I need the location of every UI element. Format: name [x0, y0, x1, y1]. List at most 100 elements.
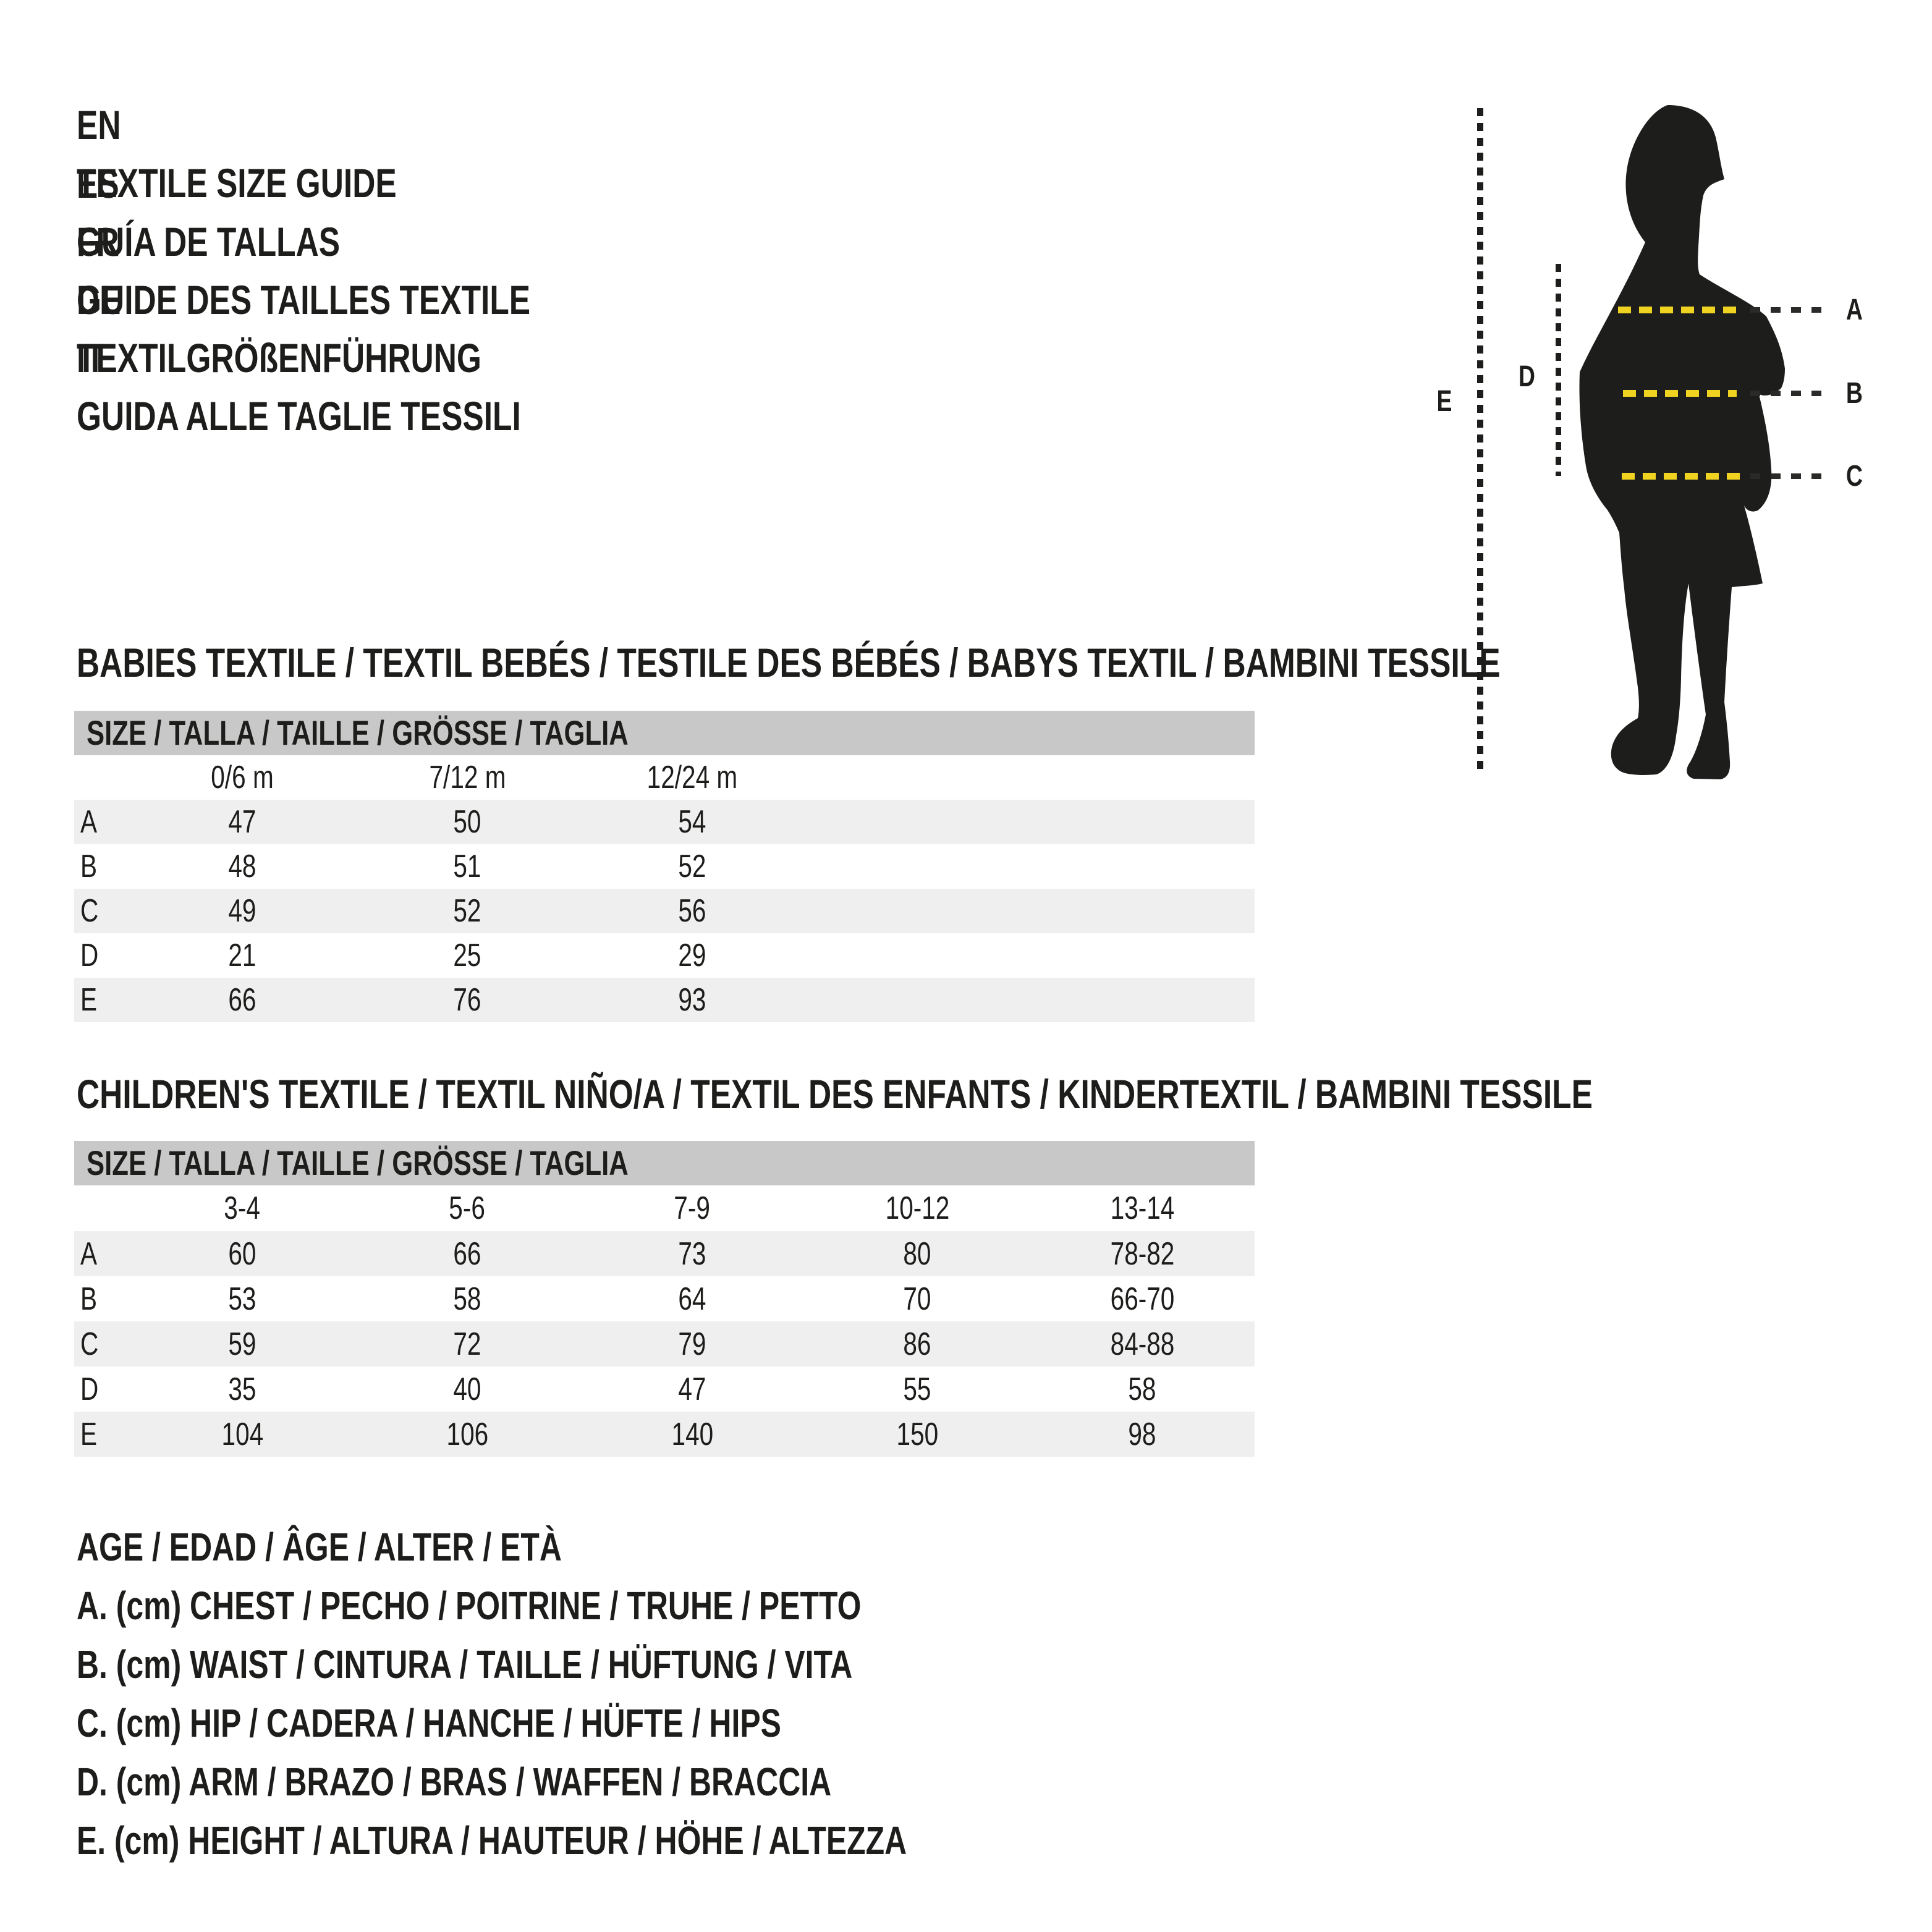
- babies-heading: BABIES TEXTILE / TEXTIL BEBÉS / TESTILE …: [77, 642, 1902, 683]
- table-cell: 98: [1030, 1416, 1255, 1453]
- measure-label-d: D: [1504, 362, 1549, 392]
- table-row: A 60 66 73 80 78-82: [74, 1231, 1255, 1276]
- row-label: C: [74, 1326, 130, 1363]
- table-cell: 66: [355, 1235, 580, 1273]
- cell-value: 79: [678, 1326, 706, 1362]
- cell-value: 49: [228, 893, 256, 929]
- children-column-header-row: 3-4 5-6 7-9 10-12 13-14: [74, 1185, 1255, 1231]
- column-header: 7/12 m: [355, 759, 580, 796]
- measure-label-c-text: C: [1845, 460, 1863, 493]
- cell-value: 29: [678, 938, 706, 973]
- table-cell: 58: [1030, 1371, 1255, 1408]
- cell-value: 78-82: [1110, 1235, 1174, 1272]
- measure-label-d-text: D: [1518, 360, 1535, 393]
- column-header-text: 7-9: [674, 1190, 711, 1226]
- cell-value: 25: [453, 938, 481, 973]
- table-row: C 49 52 56: [74, 889, 1255, 933]
- cell-value: 58: [453, 1281, 481, 1317]
- table-row: B 48 51 52: [74, 844, 1255, 889]
- table-cell: 21: [130, 937, 355, 974]
- babies-size-header-text: SIZE / TALLA / TAILLE / GRÖSSE / TAGLIA: [87, 713, 629, 752]
- measure-label-a-text: A: [1845, 294, 1863, 326]
- cell-value: 64: [678, 1281, 706, 1317]
- table-cell: 49: [130, 892, 355, 930]
- cell-value: 40: [453, 1371, 481, 1407]
- cell-value: 72: [453, 1326, 481, 1362]
- legend-text: E. (cm) HEIGHT / ALTURA / HAUTEUR / HÖHE…: [77, 1818, 907, 1863]
- cell-value: 47: [228, 804, 256, 840]
- row-label: B: [74, 848, 130, 885]
- table-row: E 104 106 140 150 98: [74, 1412, 1255, 1457]
- table-cell: 93: [580, 981, 805, 1019]
- cell-value: 60: [228, 1235, 256, 1272]
- column-header: 10-12: [805, 1190, 1030, 1227]
- table-cell: 72: [355, 1326, 580, 1363]
- chest-a-line-yellow: [1618, 307, 1743, 313]
- table-row: D 21 25 29: [74, 933, 1255, 978]
- row-label-text: B: [80, 849, 98, 884]
- legend-line-arm: D. (cm) ARM / BRAZO / BRAS / WAFFEN / BR…: [77, 1761, 1044, 1802]
- cell-value: 47: [678, 1371, 706, 1407]
- legend-text: C. (cm) HIP / CADERA / HANCHE / HÜFTE / …: [77, 1701, 781, 1745]
- table-cell: 78-82: [1030, 1235, 1255, 1273]
- legend-line-chest: A. (cm) CHEST / PECHO / POITRINE / TRUHE…: [77, 1585, 1082, 1626]
- cell-value: 80: [903, 1235, 931, 1272]
- cell-value: 93: [678, 982, 706, 1018]
- table-cell: 70: [805, 1281, 1030, 1318]
- column-header-text: 10-12: [885, 1190, 949, 1226]
- column-header: 5-6: [355, 1190, 580, 1227]
- waist-b-line-yellow: [1623, 390, 1737, 397]
- table-cell: 56: [580, 892, 805, 930]
- table-cell: 84-88: [1030, 1326, 1255, 1363]
- language-code: EN: [77, 102, 121, 148]
- cell-value: 51: [453, 849, 481, 884]
- table-cell: 76: [355, 981, 580, 1019]
- row-label: D: [74, 1371, 130, 1408]
- cell-value: 66: [228, 982, 256, 1018]
- language-row-fr: FR GUIDE DES TAILLES TEXTILE: [77, 213, 658, 323]
- table-cell: 104: [130, 1416, 355, 1453]
- legend-line-waist: B. (cm) WAIST / CINTURA / TAILLE / HÜFTU…: [77, 1644, 1071, 1685]
- cell-value: 52: [453, 893, 481, 929]
- table-cell: 52: [580, 848, 805, 885]
- legend-line-height: E. (cm) HEIGHT / ALTURA / HAUTEUR / HÖHE…: [77, 1820, 1141, 1861]
- table-cell: 79: [580, 1326, 805, 1363]
- cell-value: 58: [1128, 1371, 1156, 1407]
- table-cell: 66: [130, 981, 355, 1019]
- child-silhouette-icon: [1579, 105, 1785, 779]
- children-heading-text: CHILDREN'S TEXTILE / TEXTIL NIÑO/A / TEX…: [77, 1071, 1593, 1117]
- table-cell: 40: [355, 1371, 580, 1408]
- row-label: D: [74, 937, 130, 974]
- legend-text: A. (cm) CHEST / PECHO / POITRINE / TRUHE…: [77, 1583, 862, 1628]
- legend-text: AGE / EDAD / ÂGE / ALTER / ETÀ: [77, 1525, 562, 1569]
- cell-value: 66-70: [1110, 1281, 1174, 1317]
- column-header: 12/24 m: [580, 759, 805, 796]
- cell-value: 66: [453, 1235, 481, 1272]
- measure-label-c: C: [1831, 462, 1877, 491]
- cell-value: 50: [453, 804, 481, 840]
- language-code: ES: [77, 161, 119, 206]
- row-label-text: A: [80, 1235, 98, 1272]
- table-cell: 50: [355, 803, 580, 841]
- cell-value: 35: [228, 1371, 256, 1407]
- legend-line-hip: C. (cm) HIP / CADERA / HANCHE / HÜFTE / …: [77, 1703, 980, 1743]
- legend-text: B. (cm) WAIST / CINTURA / TAILLE / HÜFTU…: [77, 1642, 853, 1687]
- cell-value: 98: [1128, 1416, 1156, 1452]
- measure-label-b: B: [1831, 379, 1877, 409]
- column-header-text: 0/6 m: [211, 760, 274, 795]
- table-cell: 150: [805, 1416, 1030, 1453]
- table-cell: 80: [805, 1235, 1030, 1273]
- table-cell: 59: [130, 1326, 355, 1363]
- legend-text: D. (cm) ARM / BRAZO / BRAS / WAFFEN / BR…: [77, 1760, 832, 1804]
- language-code: IT: [77, 335, 105, 381]
- column-header: 0/6 m: [130, 759, 355, 796]
- cell-value: 70: [903, 1281, 931, 1317]
- table-cell: 106: [355, 1416, 580, 1453]
- table-cell: 51: [355, 848, 580, 885]
- column-header-text: 7/12 m: [428, 760, 506, 795]
- cell-value: 104: [221, 1416, 263, 1452]
- row-label-text: A: [80, 804, 98, 840]
- table-row: E 66 76 93: [74, 978, 1255, 1022]
- table-cell: 140: [580, 1416, 805, 1453]
- row-label-text: D: [80, 938, 99, 973]
